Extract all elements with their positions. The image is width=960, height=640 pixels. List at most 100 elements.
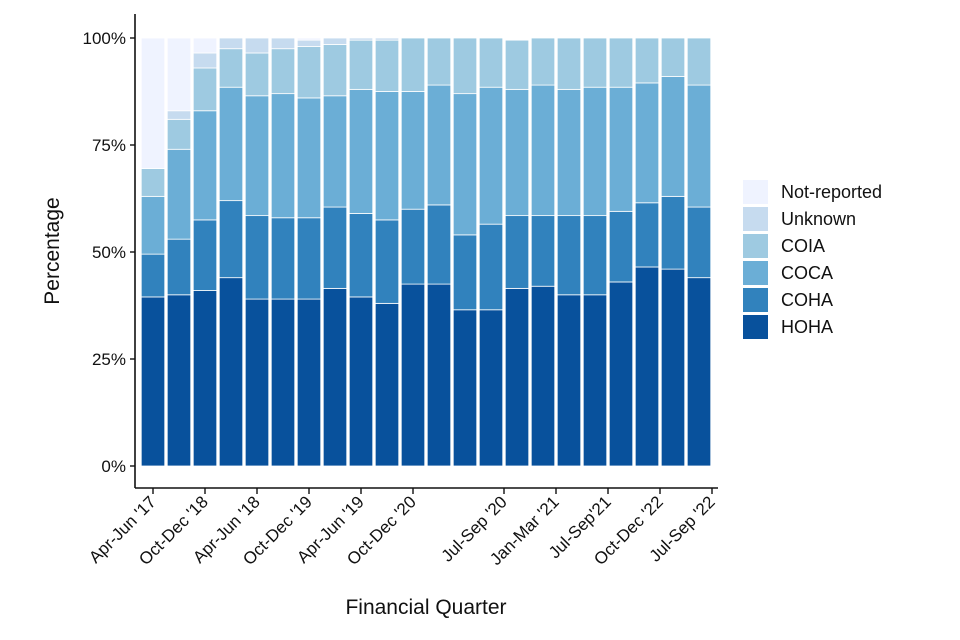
bar-segment-coia-4 — [244, 52, 270, 97]
y-tick-label: 100% — [83, 29, 126, 48]
bar-segment-hoha-9 — [374, 302, 400, 467]
bar-segment-coca-11 — [426, 84, 452, 206]
legend-label-hoha: HOHA — [781, 317, 833, 337]
y-tick-label: 50% — [92, 243, 126, 262]
bar-segment-coha-9 — [374, 219, 400, 304]
legend-label-not-reported: Not-reported — [781, 182, 882, 202]
bar-segment-coca-21 — [686, 84, 712, 208]
legend-label-coha: COHA — [781, 290, 833, 310]
legend-label-unknown: Unknown — [781, 209, 856, 229]
bar-segment-coca-17 — [582, 86, 608, 217]
bar-segment-coha-14 — [504, 215, 530, 289]
bar-segment-coia-14 — [504, 39, 530, 90]
bar-segment-hoha-16 — [556, 294, 582, 467]
bar-segment-coca-12 — [452, 93, 478, 236]
bar-segment-hoha-3 — [218, 277, 244, 467]
bar-segment-coia-7 — [322, 44, 348, 97]
bar-segment-coca-5 — [270, 93, 296, 219]
bar-segment-coca-9 — [374, 91, 400, 221]
bar-segment-not-reported-6 — [296, 37, 322, 41]
x-axis-title: Financial Quarter — [345, 596, 506, 619]
bar-segment-coia-19 — [634, 37, 660, 84]
bar-segment-coca-7 — [322, 95, 348, 208]
bar-segment-coca-6 — [296, 97, 322, 219]
bar-segment-coha-2 — [192, 219, 218, 291]
y-axis-title: Percentage — [41, 197, 64, 304]
bar-segment-coca-15 — [530, 84, 556, 217]
bar-segment-not-reported-1 — [166, 37, 192, 112]
bar-segment-hoha-19 — [634, 266, 660, 467]
bar-segment-coia-1 — [166, 118, 192, 150]
legend-swatch-coia — [743, 234, 768, 258]
bar-segment-coia-20 — [660, 37, 686, 77]
bar-segment-coia-17 — [582, 37, 608, 88]
bar-segment-coca-3 — [218, 86, 244, 202]
bar-segment-coia-21 — [686, 37, 712, 86]
bar-segment-coha-19 — [634, 202, 660, 268]
bar-segment-hoha-18 — [608, 281, 634, 467]
bar-segment-not-reported-0 — [140, 37, 166, 169]
bar-segment-coia-12 — [452, 37, 478, 95]
y-axis-ticks: 0% 25% 50% 75% 100% — [83, 29, 135, 476]
bar-segment-hoha-11 — [426, 283, 452, 467]
bar-segment-coia-2 — [192, 67, 218, 112]
bar-segment-hoha-13 — [478, 309, 504, 467]
axes-layer — [134, 14, 718, 489]
bar-segment-unknown-8 — [348, 37, 374, 41]
bar-segment-coca-19 — [634, 82, 660, 204]
bar-segment-coca-20 — [660, 76, 686, 197]
bar-segment-hoha-17 — [582, 294, 608, 467]
bar-segment-coia-18 — [608, 37, 634, 88]
bar-segment-coia-5 — [270, 48, 296, 95]
bar-segment-coha-4 — [244, 215, 270, 300]
bar-segment-hoha-21 — [686, 277, 712, 467]
y-tick-label: 75% — [92, 136, 126, 155]
bar-segment-hoha-0 — [140, 296, 166, 467]
bar-segment-coca-10 — [400, 91, 426, 210]
bar-segment-coha-21 — [686, 206, 712, 279]
bar-segment-coia-3 — [218, 48, 244, 88]
legend: Not-reported Unknown COIA COCA COHA HOHA — [743, 180, 882, 339]
legend-label-coia: COIA — [781, 236, 825, 256]
bar-segment-hoha-5 — [270, 298, 296, 467]
bar-segment-coha-15 — [530, 215, 556, 287]
bar-segment-coha-0 — [140, 253, 166, 298]
bar-segment-coca-18 — [608, 86, 634, 212]
bar-segment-coca-16 — [556, 88, 582, 217]
bar-segment-coia-0 — [140, 168, 166, 197]
bar-segment-coca-1 — [166, 148, 192, 240]
bar-segment-coca-8 — [348, 88, 374, 214]
bar-segment-coca-13 — [478, 86, 504, 225]
bar-segment-coha-3 — [218, 200, 244, 279]
bar-segment-coha-8 — [348, 213, 374, 298]
legend-swatch-not-reported — [743, 180, 768, 204]
bar-segment-hoha-15 — [530, 285, 556, 467]
bar-segment-coia-11 — [426, 37, 452, 86]
bar-segment-unknown-4 — [244, 37, 270, 54]
legend-swatch-coca — [743, 261, 768, 285]
bar-segment-coia-15 — [530, 37, 556, 86]
bar-segment-coha-11 — [426, 204, 452, 285]
bar-segment-hoha-14 — [504, 287, 530, 467]
bar-segment-coia-16 — [556, 37, 582, 90]
legend-swatch-hoha — [743, 315, 768, 339]
bar-segment-coha-17 — [582, 215, 608, 296]
legend-label-coca: COCA — [781, 263, 833, 283]
bar-segment-coha-5 — [270, 217, 296, 300]
bar-segment-coia-8 — [348, 39, 374, 90]
bar-segment-hoha-1 — [166, 294, 192, 467]
bar-segment-coia-6 — [296, 46, 322, 99]
bar-segment-hoha-8 — [348, 296, 374, 467]
bar-segment-unknown-9 — [374, 37, 400, 41]
bar-segment-unknown-1 — [166, 110, 192, 120]
bar-segment-hoha-7 — [322, 287, 348, 467]
bar-segment-hoha-4 — [244, 298, 270, 467]
bar-segment-coca-0 — [140, 195, 166, 255]
bar-segment-coha-13 — [478, 223, 504, 311]
bar-segment-unknown-5 — [270, 37, 296, 50]
y-tick-label: 25% — [92, 350, 126, 369]
bars-layer — [140, 37, 712, 467]
bar-segment-coca-2 — [192, 110, 218, 221]
